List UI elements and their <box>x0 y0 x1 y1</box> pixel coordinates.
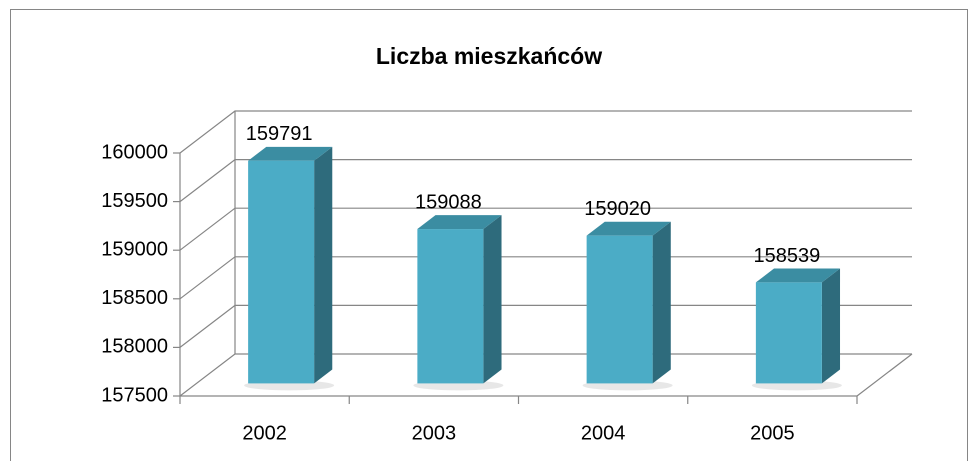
y-tick-label: 158500 <box>101 287 168 309</box>
grid-line <box>179 159 912 203</box>
bar-side <box>483 215 502 384</box>
x-tick-label: 2004 <box>581 422 626 444</box>
bar-side <box>314 146 333 384</box>
bar <box>248 160 315 384</box>
grid-line <box>179 304 912 348</box>
x-tick-label: 2003 <box>412 422 457 444</box>
grid-line <box>179 110 912 154</box>
y-tick-label: 159500 <box>101 190 168 212</box>
value-label: 158539 <box>754 245 821 267</box>
value-label: 159791 <box>246 123 313 145</box>
bar-side <box>652 221 671 384</box>
grid-line <box>179 256 912 300</box>
grid-line <box>179 353 912 397</box>
y-tick-label: 158000 <box>101 336 168 358</box>
bar-top <box>248 146 333 161</box>
value-label: 159020 <box>584 198 651 220</box>
bar <box>755 282 822 384</box>
bar-top <box>755 268 841 283</box>
x-tick-label: 2005 <box>750 422 795 444</box>
chart-title: Liczba mieszkańców <box>376 43 602 69</box>
value-label: 159088 <box>415 191 482 213</box>
y-tick-label: 160000 <box>101 141 168 163</box>
bar <box>586 235 653 384</box>
y-tick-label: 157500 <box>101 384 168 406</box>
grid-line <box>179 207 912 251</box>
x-tick-label: 2002 <box>242 422 287 444</box>
bar-top <box>417 215 502 230</box>
bar <box>417 229 484 384</box>
bar-top <box>586 221 671 236</box>
y-tick-label: 159000 <box>101 238 168 260</box>
bar-side <box>821 268 841 384</box>
